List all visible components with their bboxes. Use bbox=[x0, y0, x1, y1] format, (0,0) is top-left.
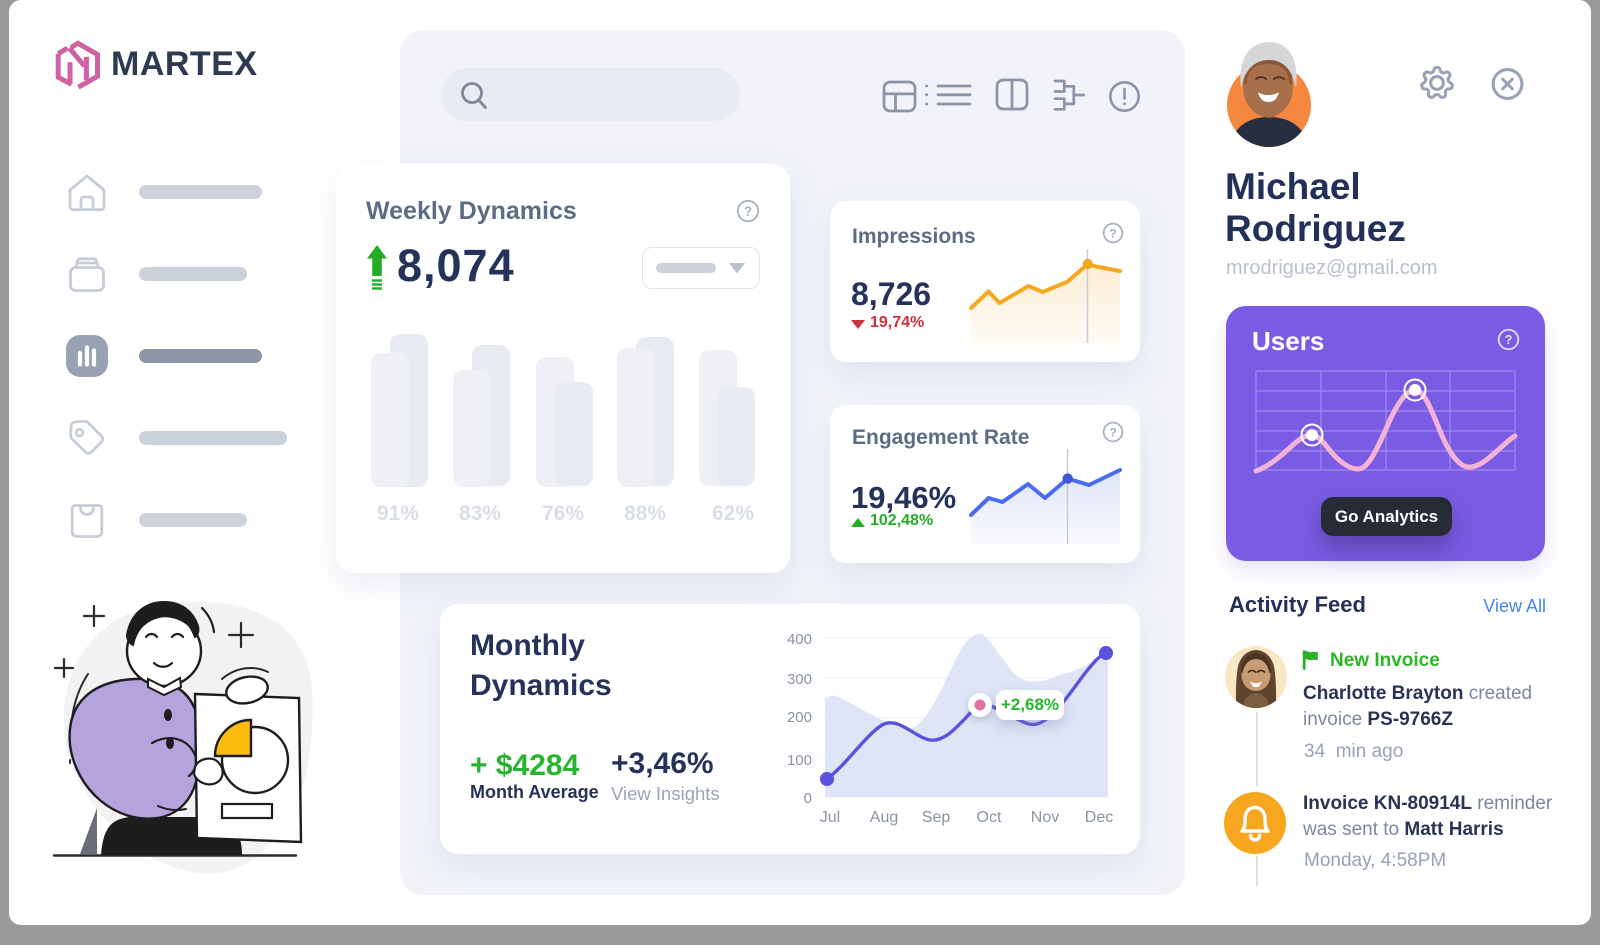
svg-text:?: ? bbox=[744, 204, 752, 219]
svg-text:?: ? bbox=[1109, 226, 1117, 240]
svg-text:?: ? bbox=[1505, 332, 1513, 347]
svg-text:?: ? bbox=[1109, 425, 1117, 439]
